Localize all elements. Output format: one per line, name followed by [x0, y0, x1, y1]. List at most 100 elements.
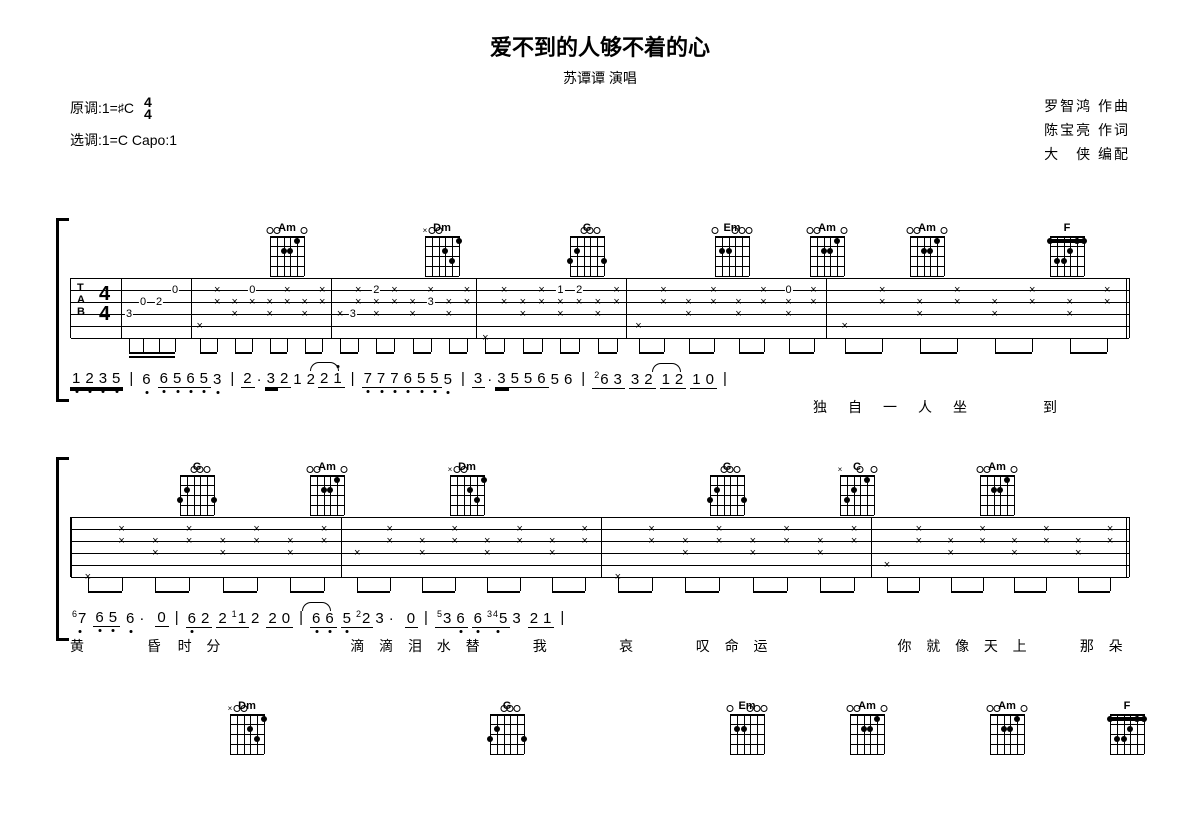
tab-strum-mark: ×: [214, 296, 220, 308]
lyric-syllable: 水: [429, 636, 458, 656]
tab-fret-number: 3: [349, 308, 357, 320]
system-3: Dm×GEmAmAmF: [70, 696, 1130, 754]
tab-fret-number: 2: [575, 284, 583, 296]
tab-fret-number: 3: [427, 296, 435, 308]
tab-strum-mark: ×: [549, 547, 555, 559]
note: 1: [70, 370, 83, 388]
note: 3: [510, 610, 523, 627]
tab-strum-mark: ×: [284, 296, 290, 308]
tab-strum-mark: ×: [685, 296, 691, 308]
note: 6: [535, 370, 548, 388]
chord-diagram-em: Em: [730, 700, 764, 754]
tab-strum-mark: ×: [760, 296, 766, 308]
tab-strum-mark: ×: [917, 296, 923, 308]
lyric-syllable: 时: [170, 636, 199, 656]
tab-strum-mark: ×: [373, 308, 379, 320]
note: 2: [216, 610, 229, 628]
note: 2: [249, 610, 262, 627]
chord-diagram-c: C×: [840, 461, 874, 515]
lyric-syllable: 到: [1030, 397, 1070, 417]
measure: 7776555: [362, 370, 455, 388]
tab-strum-mark: ×: [660, 284, 666, 296]
tab-strum-mark: ×: [1107, 535, 1113, 547]
note: 6: [186, 610, 199, 628]
lyric-syllable: 我: [525, 636, 554, 656]
note: 6: [124, 610, 137, 627]
note: 5: [198, 370, 211, 388]
lyric-syllable: 昏: [138, 636, 171, 656]
chord-grid: [910, 236, 944, 276]
note: 1: [690, 371, 703, 389]
note: ·: [255, 371, 265, 388]
note: 22: [354, 609, 373, 628]
chord-grid: [850, 714, 884, 754]
note: 2: [305, 371, 318, 388]
note: 2: [673, 371, 686, 389]
tab-strum-mark: ×: [613, 284, 619, 296]
tab-strum-mark: ×: [337, 308, 343, 320]
tab-strum-mark: ×: [484, 535, 490, 547]
note: 5: [442, 371, 455, 388]
tab-strum-mark: ×: [947, 547, 953, 559]
lyric-syllable: [228, 636, 343, 656]
lyric-syllable: 泪: [401, 636, 430, 656]
lyric-syllable: 命: [717, 636, 746, 656]
tab-strum-mark: ×: [947, 535, 953, 547]
tab-strum-mark: ×: [427, 284, 433, 296]
tab-strum-mark: ×: [186, 523, 192, 535]
note: 3: [265, 370, 278, 388]
measure: 263 32 12 10: [592, 370, 717, 389]
tab-strum-mark: ×: [446, 296, 452, 308]
note: 5: [509, 370, 522, 388]
tab-strum-mark: ×: [464, 284, 470, 296]
tab-strum-mark: ×: [1029, 284, 1035, 296]
tab-strum-mark: ×: [501, 284, 507, 296]
tab-strum-mark: ×: [355, 296, 361, 308]
tab-strum-mark: ×: [452, 535, 458, 547]
chord-diagram-g: G: [570, 222, 604, 276]
tab-strum-mark: ×: [1043, 535, 1049, 547]
orig-key-value: C: [124, 100, 134, 116]
tab-strum-mark: ×: [501, 296, 507, 308]
tab-strum-mark: ×: [197, 320, 203, 332]
tab-strum-mark: ×: [302, 308, 308, 320]
tab-strum-mark: ×: [851, 523, 857, 535]
tab-strum-mark: ×: [1104, 284, 1110, 296]
note: 5: [415, 370, 428, 388]
note: 6: [472, 610, 485, 628]
note: 2: [318, 370, 331, 388]
tab-strum-mark: ×: [446, 308, 452, 320]
lyric-syllable: 朵: [1101, 636, 1130, 656]
tab-strum-mark: ×: [879, 284, 885, 296]
tab-strum-mark: ×: [785, 296, 791, 308]
measure: 62 2112 20: [186, 609, 293, 628]
note: 0: [155, 609, 168, 627]
note: 2: [642, 371, 655, 389]
credits: 罗智鸿 作曲 陈宝亮 作词 大 侠 编配: [1044, 96, 1130, 168]
tab-strum-mark: ×: [710, 296, 716, 308]
tab-fret-number: 0: [171, 284, 179, 296]
tab-strum-mark: ×: [785, 308, 791, 320]
tab-fret-number: 2: [372, 284, 380, 296]
arranger: 大 侠 编配: [1044, 144, 1130, 164]
tab-strum-mark: ×: [648, 523, 654, 535]
tab-strum-mark: ×: [520, 296, 526, 308]
measure: 1235: [70, 370, 123, 388]
chord-diagram-am: Am: [810, 222, 844, 276]
tab-strum-mark: ×: [557, 308, 563, 320]
composer: 罗智鸿 作曲: [1044, 96, 1130, 116]
performer: 苏谭谭 演唱: [70, 68, 1130, 88]
tab-strum-mark: ×: [783, 523, 789, 535]
chord-diagram-am: Am: [910, 222, 944, 276]
lyric-syllable: 天: [976, 636, 1005, 656]
tab-strum-mark: ×: [884, 559, 890, 571]
lyric-syllable: [1034, 636, 1072, 656]
note: 0: [405, 610, 418, 628]
tab-strum-mark: ×: [118, 523, 124, 535]
tab-strum-mark: ×: [582, 523, 588, 535]
note: 6: [562, 371, 575, 388]
tab-strum-mark: ×: [595, 308, 601, 320]
barline: |: [169, 609, 186, 626]
tab-strum-mark: ×: [249, 296, 255, 308]
note: 3: [629, 371, 642, 389]
